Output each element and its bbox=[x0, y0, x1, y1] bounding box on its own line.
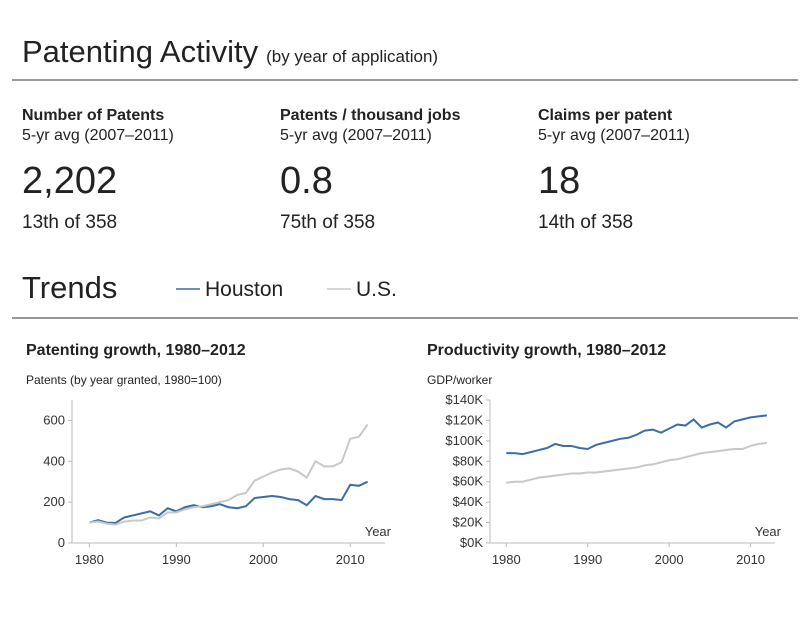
metric-label: Number of Patents bbox=[22, 107, 164, 124]
x-tick-label: 1980 bbox=[75, 552, 104, 567]
y-tick-label: $100K bbox=[445, 433, 483, 448]
trends-title: Trends bbox=[22, 270, 117, 305]
page-title: Patenting Activity (by year of applicatio… bbox=[22, 34, 438, 69]
metric-period: 5-yr avg (2007–2011) bbox=[22, 127, 174, 144]
y-tick-label: 0 bbox=[58, 535, 65, 550]
metric-label: Patents / thousand jobs bbox=[280, 107, 461, 124]
x-axis-label: Year bbox=[365, 524, 392, 539]
x-axis-label: Year bbox=[755, 524, 782, 539]
legend-label: U.S. bbox=[356, 278, 397, 301]
y-tick-label: 200 bbox=[43, 494, 65, 509]
metric-rank: 14th of 358 bbox=[538, 212, 633, 233]
x-tick-label: 2010 bbox=[336, 552, 365, 567]
subtitle: (by year of application) bbox=[266, 47, 438, 66]
x-tick-label: 2000 bbox=[655, 552, 684, 567]
metric-period: 5-yr avg (2007–2011) bbox=[280, 127, 432, 144]
chart-title: Patenting growth, 1980–2012 bbox=[26, 342, 246, 359]
line-series bbox=[89, 480, 369, 524]
y-tick-label: $60K bbox=[453, 474, 484, 489]
y-tick-label: 600 bbox=[43, 412, 65, 427]
metric-value: 18 bbox=[538, 160, 580, 202]
x-tick-label: 1980 bbox=[492, 552, 521, 567]
y-tick-label: 400 bbox=[43, 453, 65, 468]
x-tick-label: 2000 bbox=[249, 552, 278, 567]
chart-title: Productivity growth, 1980–2012 bbox=[427, 342, 666, 359]
x-tick-label: 1990 bbox=[162, 552, 191, 567]
legend-label: Houston bbox=[205, 278, 283, 301]
metric-value: 0.8 bbox=[280, 160, 333, 202]
line-series bbox=[506, 441, 767, 484]
x-tick-label: 2010 bbox=[736, 552, 765, 567]
y-tick-label: $20K bbox=[453, 515, 484, 530]
metric-label: Claims per patent bbox=[538, 107, 673, 124]
line-series bbox=[89, 423, 369, 526]
line-series bbox=[506, 414, 767, 456]
y-tick-label: $80K bbox=[453, 453, 484, 468]
y-tick-label: $40K bbox=[453, 494, 484, 509]
x-tick-label: 1990 bbox=[573, 552, 602, 567]
metric-period: 5-yr avg (2007–2011) bbox=[538, 127, 690, 144]
y-tick-label: $140K bbox=[445, 392, 483, 407]
metric-rank: 13th of 358 bbox=[22, 212, 117, 233]
metric-rank: 75th of 358 bbox=[280, 212, 375, 233]
title: Patenting Activity bbox=[22, 34, 259, 69]
y-tick-label: $120K bbox=[445, 412, 483, 427]
metric-value: 2,202 bbox=[22, 160, 117, 202]
y-axis-label: GDP/worker bbox=[427, 373, 492, 387]
y-tick-label: $0K bbox=[460, 535, 483, 550]
y-axis-label: Patents (by year granted, 1980=100) bbox=[26, 373, 222, 387]
